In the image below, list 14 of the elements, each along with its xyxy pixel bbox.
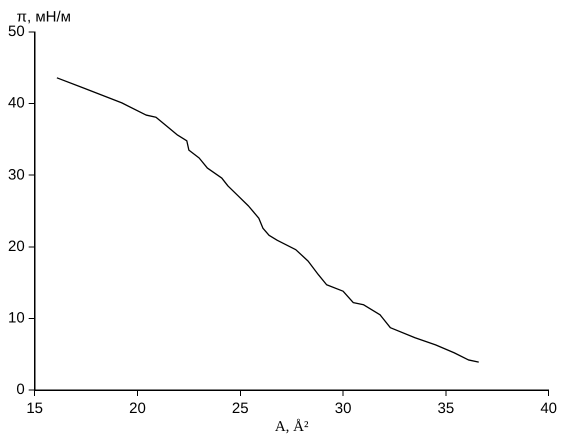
y-tick-label: 10 (8, 310, 25, 327)
y-tick-label: 0 (16, 381, 25, 398)
x-axis-title: A, Å² (274, 418, 309, 435)
x-tick-label: 30 (334, 400, 352, 418)
x-tick-label: 35 (438, 400, 454, 418)
y-tick-label: 50 (8, 23, 25, 40)
x-tick-label: 15 (26, 400, 44, 418)
y-tick-label: 20 (8, 238, 25, 255)
x-tick-label: 20 (129, 400, 146, 418)
y-tick-label: 40 (8, 94, 25, 112)
x-tick-label: 25 (232, 400, 249, 418)
x-tick-label: 40 (540, 400, 557, 418)
y-tick-label: 30 (8, 166, 25, 184)
y-axis-title: π, мН/м (16, 8, 71, 26)
